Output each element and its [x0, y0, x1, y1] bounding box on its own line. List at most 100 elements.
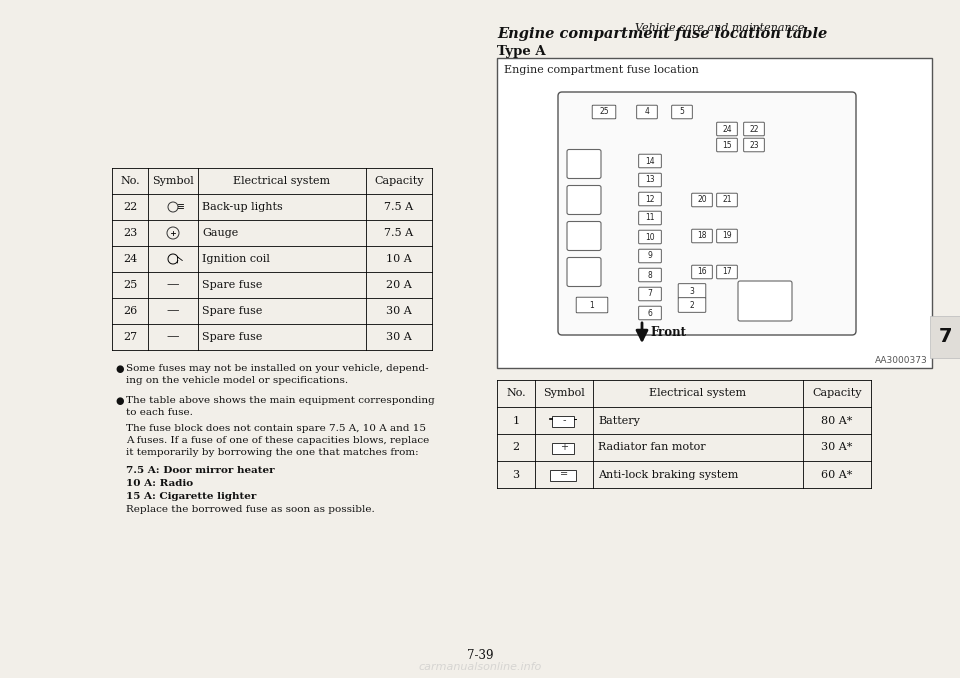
- Text: The fuse block does not contain spare 7.5 A, 10 A and 15
A fuses. If a fuse of o: The fuse block does not contain spare 7.…: [126, 424, 429, 457]
- Text: Symbol: Symbol: [543, 388, 585, 399]
- Text: 7.5 A: Door mirror heater: 7.5 A: Door mirror heater: [126, 466, 275, 475]
- Text: 3: 3: [689, 287, 694, 296]
- Text: 13: 13: [645, 176, 655, 184]
- FancyBboxPatch shape: [636, 105, 658, 119]
- Text: Anti-lock braking system: Anti-lock braking system: [598, 469, 738, 479]
- Text: AA3000373: AA3000373: [876, 356, 928, 365]
- Bar: [930, 316, 960, 358]
- FancyBboxPatch shape: [672, 105, 692, 119]
- FancyBboxPatch shape: [638, 268, 661, 282]
- FancyBboxPatch shape: [744, 138, 764, 152]
- Bar: [497, 58, 932, 368]
- FancyBboxPatch shape: [638, 212, 661, 225]
- Text: 30 A: 30 A: [386, 332, 412, 342]
- FancyBboxPatch shape: [717, 265, 737, 279]
- Text: 1: 1: [513, 416, 519, 426]
- FancyBboxPatch shape: [678, 283, 706, 298]
- FancyBboxPatch shape: [638, 192, 661, 206]
- Text: Gauge: Gauge: [202, 228, 238, 238]
- Text: 20 A: 20 A: [386, 280, 412, 290]
- Text: 7: 7: [938, 327, 951, 346]
- FancyBboxPatch shape: [567, 222, 601, 250]
- FancyBboxPatch shape: [558, 92, 856, 335]
- Text: 7-39: 7-39: [467, 649, 493, 662]
- Text: 3: 3: [513, 469, 519, 479]
- Text: 2: 2: [513, 443, 519, 452]
- FancyBboxPatch shape: [744, 122, 764, 136]
- FancyBboxPatch shape: [717, 122, 737, 136]
- FancyBboxPatch shape: [638, 287, 661, 301]
- Text: 7: 7: [648, 290, 653, 298]
- Text: 27: 27: [123, 332, 137, 342]
- Text: The table above shows the main equipment corresponding
to each fuse.: The table above shows the main equipment…: [126, 396, 435, 417]
- Text: —: —: [167, 330, 180, 344]
- Text: 7.5 A: 7.5 A: [384, 228, 414, 238]
- Text: 9: 9: [648, 252, 653, 260]
- Text: 30 A*: 30 A*: [822, 443, 852, 452]
- Text: 8: 8: [648, 271, 653, 279]
- Text: 4: 4: [644, 108, 649, 117]
- FancyBboxPatch shape: [550, 469, 576, 481]
- Text: 18: 18: [697, 231, 707, 241]
- Text: Replace the borrowed fuse as soon as possible.: Replace the borrowed fuse as soon as pos…: [126, 505, 374, 514]
- Text: No.: No.: [506, 388, 526, 399]
- Text: carmanualsonline.info: carmanualsonline.info: [419, 662, 541, 672]
- FancyBboxPatch shape: [692, 265, 712, 279]
- Text: Spare fuse: Spare fuse: [202, 332, 262, 342]
- FancyBboxPatch shape: [592, 105, 615, 119]
- Text: 15: 15: [722, 140, 732, 150]
- Text: 30 A: 30 A: [386, 306, 412, 316]
- Text: Electrical system: Electrical system: [233, 176, 330, 186]
- Text: +: +: [560, 443, 568, 452]
- Text: Radiator fan motor: Radiator fan motor: [598, 443, 706, 452]
- Text: 24: 24: [123, 254, 137, 264]
- FancyBboxPatch shape: [717, 229, 737, 243]
- Text: Front: Front: [650, 327, 686, 340]
- Text: 25: 25: [123, 280, 137, 290]
- FancyBboxPatch shape: [638, 173, 661, 187]
- FancyBboxPatch shape: [717, 138, 737, 152]
- Text: ●: ●: [115, 364, 124, 374]
- FancyBboxPatch shape: [567, 258, 601, 287]
- Text: No.: No.: [120, 176, 140, 186]
- Text: 6: 6: [648, 308, 653, 317]
- Text: 60 A*: 60 A*: [822, 469, 852, 479]
- FancyBboxPatch shape: [717, 193, 737, 207]
- Text: 12: 12: [645, 195, 655, 203]
- FancyBboxPatch shape: [692, 229, 712, 243]
- FancyBboxPatch shape: [678, 298, 706, 313]
- Text: Engine compartment fuse location table: Engine compartment fuse location table: [497, 27, 828, 41]
- Text: 15 A: Cigarette lighter: 15 A: Cigarette lighter: [126, 492, 256, 501]
- Text: Battery: Battery: [598, 416, 640, 426]
- Text: Type A: Type A: [497, 45, 545, 58]
- Text: 26: 26: [123, 306, 137, 316]
- Text: 11: 11: [645, 214, 655, 222]
- Text: 1: 1: [589, 300, 594, 309]
- FancyBboxPatch shape: [567, 186, 601, 214]
- Text: 22: 22: [123, 202, 137, 212]
- Text: Spare fuse: Spare fuse: [202, 280, 262, 290]
- Text: 80 A*: 80 A*: [822, 416, 852, 426]
- Text: 2: 2: [689, 300, 694, 309]
- Text: 19: 19: [722, 231, 732, 241]
- FancyBboxPatch shape: [567, 150, 601, 178]
- FancyBboxPatch shape: [692, 193, 712, 207]
- Text: Capacity: Capacity: [812, 388, 862, 399]
- Text: 23: 23: [749, 140, 758, 150]
- Text: 20: 20: [697, 195, 707, 205]
- FancyBboxPatch shape: [638, 250, 661, 263]
- Text: 10: 10: [645, 233, 655, 241]
- Text: 21: 21: [722, 195, 732, 205]
- Text: 10 A: Radio: 10 A: Radio: [126, 479, 193, 488]
- FancyBboxPatch shape: [638, 306, 661, 320]
- FancyBboxPatch shape: [638, 154, 661, 167]
- Text: 25: 25: [599, 108, 609, 117]
- Text: 23: 23: [123, 228, 137, 238]
- Text: Symbol: Symbol: [152, 176, 194, 186]
- Text: Some fuses may not be installed on your vehicle, depend-
ing on the vehicle mode: Some fuses may not be installed on your …: [126, 364, 428, 385]
- Text: Engine compartment fuse location: Engine compartment fuse location: [504, 65, 699, 75]
- Text: 5: 5: [680, 108, 684, 117]
- Text: Vehicle care and maintenance: Vehicle care and maintenance: [636, 23, 804, 33]
- Text: Electrical system: Electrical system: [649, 388, 747, 399]
- Text: Back-up lights: Back-up lights: [202, 202, 283, 212]
